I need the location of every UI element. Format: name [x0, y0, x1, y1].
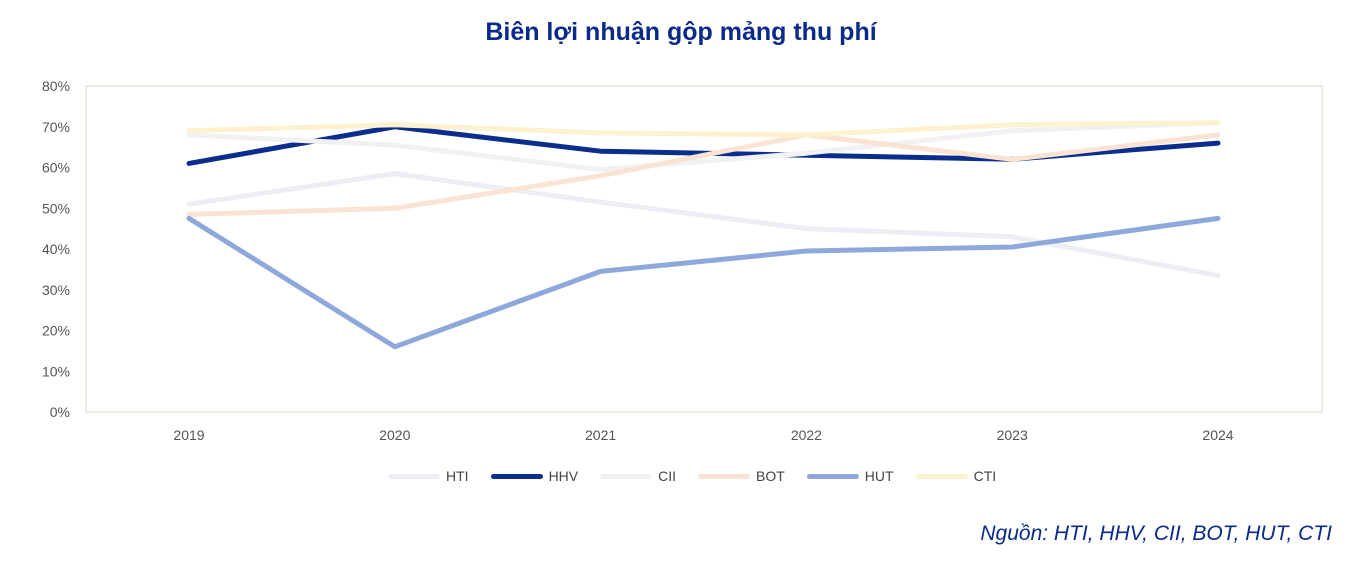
- legend-item-hut: HUT: [806, 468, 894, 484]
- x-tick-label: 2019: [173, 427, 204, 443]
- legend-label: BOT: [756, 468, 785, 484]
- y-tick-label: 30%: [42, 282, 70, 298]
- legend-label: HTI: [446, 468, 469, 484]
- x-tick-label: 2021: [585, 427, 616, 443]
- chart-title: Biên lợi nhuận gộp mảng thu phí: [485, 18, 877, 46]
- legend-swatch: [600, 473, 653, 479]
- y-tick-label: 50%: [42, 200, 70, 216]
- x-tick-label: 2022: [791, 427, 822, 443]
- chart-legend: HTI HHV CII BOT HUT CTI: [388, 468, 1018, 484]
- y-tick-label: 60%: [42, 160, 70, 176]
- y-tick-label: 0%: [50, 404, 70, 420]
- legend-item-cti: CTI: [915, 468, 997, 484]
- legend-swatch: [490, 473, 543, 479]
- series-line-cti: [186, 120, 1221, 138]
- source-note: Nguồn: HTI, HHV, CII, BOT, HUT, CTI: [980, 522, 1332, 545]
- y-tick-label: 70%: [42, 119, 70, 135]
- legend-label: CTI: [973, 468, 997, 484]
- legend-swatch: [915, 473, 968, 479]
- legend-item-hhv: HHV: [490, 468, 579, 484]
- legend-swatch: [806, 473, 859, 479]
- legend-label: HHV: [548, 468, 579, 484]
- series-line-bot: [186, 132, 1221, 217]
- legend-item-bot: BOT: [698, 468, 785, 484]
- x-tick-label: 2023: [997, 427, 1028, 443]
- legend-label: HUT: [864, 468, 894, 484]
- x-tick-label: 2020: [379, 427, 410, 443]
- series-line-cii: [186, 120, 1221, 172]
- y-tick-label: 10%: [42, 363, 70, 379]
- series-line-hut: [186, 215, 1221, 350]
- legend-item-cii: CII: [600, 468, 676, 484]
- plot-area: [85, 85, 1323, 413]
- y-tick-label: 20%: [42, 323, 70, 339]
- y-tick-label: 40%: [42, 241, 70, 257]
- x-tick-label: 2024: [1202, 427, 1233, 443]
- legend-swatch: [388, 473, 440, 479]
- y-tick-label: 80%: [42, 78, 70, 94]
- legend-label: CII: [658, 468, 677, 484]
- legend-swatch: [698, 473, 751, 479]
- legend-item-hti: HTI: [388, 468, 469, 484]
